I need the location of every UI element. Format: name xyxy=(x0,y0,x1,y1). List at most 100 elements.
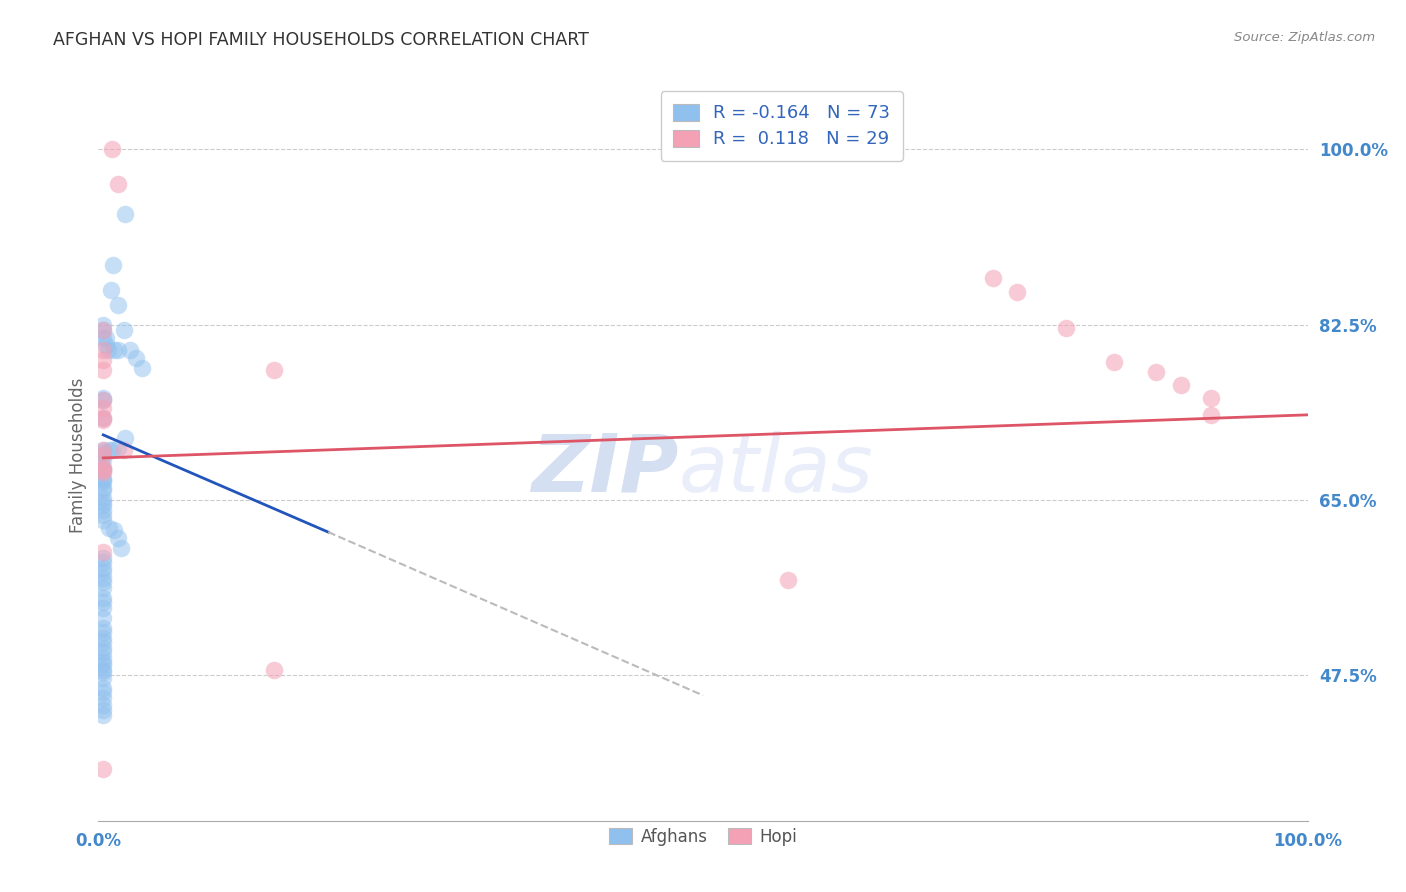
Point xyxy=(125,351,148,365)
Point xyxy=(91,625,114,640)
Point xyxy=(91,463,114,477)
Point xyxy=(91,551,114,566)
Point xyxy=(1102,355,1125,369)
Point xyxy=(91,581,114,595)
Point xyxy=(91,442,114,457)
Point xyxy=(101,258,124,272)
Point xyxy=(91,645,114,659)
Point xyxy=(107,531,129,545)
Point xyxy=(91,461,114,475)
Point xyxy=(91,545,114,559)
Point xyxy=(91,658,114,673)
Point xyxy=(263,664,285,678)
Point xyxy=(91,632,114,646)
Point xyxy=(981,270,1004,285)
Point xyxy=(91,708,114,723)
Point xyxy=(91,571,114,585)
Text: atlas: atlas xyxy=(679,431,873,508)
Y-axis label: Family Households: Family Households xyxy=(69,377,87,533)
Point xyxy=(91,343,114,357)
Point xyxy=(91,481,114,495)
Point xyxy=(103,343,125,357)
Point xyxy=(114,431,136,445)
Point xyxy=(107,178,129,192)
Point xyxy=(91,591,114,606)
Point xyxy=(1170,377,1192,392)
Point xyxy=(91,471,114,485)
Point xyxy=(1199,391,1222,405)
Point xyxy=(91,508,114,522)
Point xyxy=(94,331,117,345)
Point xyxy=(91,323,114,337)
Point xyxy=(91,685,114,699)
Point xyxy=(91,635,114,649)
Point xyxy=(91,703,114,717)
Point xyxy=(131,360,153,375)
Point xyxy=(776,573,799,587)
Point xyxy=(91,681,114,696)
Point xyxy=(118,343,141,357)
Point xyxy=(91,465,114,479)
Point xyxy=(91,595,114,609)
Point xyxy=(110,541,132,555)
Point xyxy=(1146,365,1168,379)
Point xyxy=(112,323,135,337)
Point xyxy=(91,665,114,680)
Point xyxy=(91,410,114,425)
Point xyxy=(91,621,114,635)
Point xyxy=(91,475,114,489)
Point xyxy=(91,641,114,656)
Point xyxy=(91,513,114,527)
Point xyxy=(91,656,114,670)
Legend: Afghans, Hopi: Afghans, Hopi xyxy=(602,822,804,853)
Point xyxy=(91,495,114,509)
Point xyxy=(91,410,114,425)
Point xyxy=(91,461,114,475)
Point xyxy=(91,453,114,467)
Point xyxy=(91,445,114,459)
Point xyxy=(97,343,120,357)
Point xyxy=(91,503,114,517)
Point xyxy=(1007,285,1029,299)
Point xyxy=(263,363,285,377)
Point xyxy=(91,363,114,377)
Point xyxy=(91,491,114,505)
Point xyxy=(91,448,114,462)
Point xyxy=(91,691,114,706)
Point xyxy=(114,207,136,221)
Point xyxy=(91,331,114,345)
Point xyxy=(91,565,114,579)
Point xyxy=(91,448,114,462)
Text: AFGHAN VS HOPI FAMILY HOUSEHOLDS CORRELATION CHART: AFGHAN VS HOPI FAMILY HOUSEHOLDS CORRELA… xyxy=(53,31,589,49)
Point xyxy=(1054,320,1077,334)
Point xyxy=(98,442,121,457)
Point xyxy=(91,473,114,487)
Point xyxy=(91,318,114,332)
Point xyxy=(107,441,129,455)
Point xyxy=(91,561,114,575)
Point xyxy=(100,442,122,457)
Point xyxy=(91,575,114,590)
Point xyxy=(91,392,114,407)
Point xyxy=(91,601,114,615)
Point xyxy=(91,352,114,367)
Point xyxy=(91,483,114,497)
Text: ZIP: ZIP xyxy=(531,431,679,508)
Point xyxy=(107,343,129,357)
Point xyxy=(91,698,114,713)
Point xyxy=(100,142,122,156)
Point xyxy=(98,521,121,535)
Point xyxy=(91,498,114,512)
Point xyxy=(100,283,122,297)
Point xyxy=(94,337,117,351)
Point xyxy=(91,555,114,569)
Point xyxy=(112,442,135,457)
Point xyxy=(1199,408,1222,422)
Point xyxy=(91,671,114,685)
Point xyxy=(91,323,114,337)
Point xyxy=(91,463,114,477)
Point xyxy=(91,391,114,405)
Point xyxy=(91,651,114,665)
Point xyxy=(91,401,114,415)
Text: Source: ZipAtlas.com: Source: ZipAtlas.com xyxy=(1234,31,1375,45)
